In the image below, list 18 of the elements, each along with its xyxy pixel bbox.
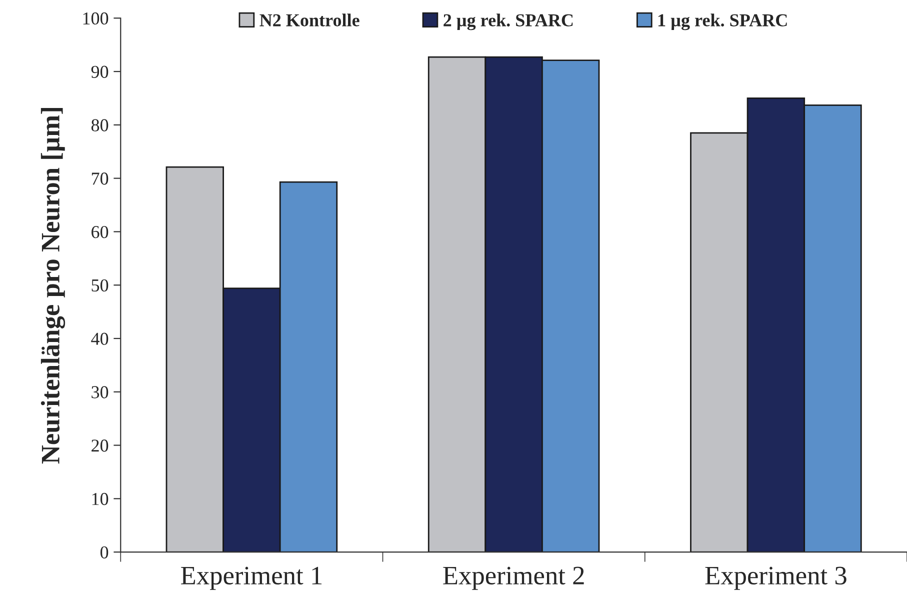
legend-label: 1 µg rek. SPARC bbox=[658, 14, 787, 30]
y-tick-label: 10 bbox=[92, 492, 108, 506]
y-axis-title: Neuritenlänge pro Neuron [µm] bbox=[40, 108, 66, 464]
y-tick-label: 30 bbox=[92, 386, 108, 398]
y-tick-label: 100 bbox=[83, 12, 108, 25]
y-tick-label: 70 bbox=[92, 172, 108, 185]
y-tick-label: 90 bbox=[91, 66, 108, 78]
x-tick-label: Experiment 3 bbox=[705, 566, 846, 590]
x-tick-label: Experiment 2 bbox=[443, 566, 584, 590]
legend-label: N2 Kontrolle bbox=[260, 14, 360, 26]
x-tick-label: Experiment 1 bbox=[181, 566, 322, 590]
y-tick-label: 0 bbox=[100, 546, 108, 558]
y-tick-label: 40 bbox=[91, 332, 108, 345]
y-tick-label: 60 bbox=[92, 226, 108, 238]
y-tick-label: 50 bbox=[92, 279, 108, 292]
y-tick-label: 20 bbox=[92, 440, 108, 452]
y-tick-label: 80 bbox=[91, 119, 108, 132]
legend-label: 2 µg rek. SPARC bbox=[444, 14, 573, 30]
